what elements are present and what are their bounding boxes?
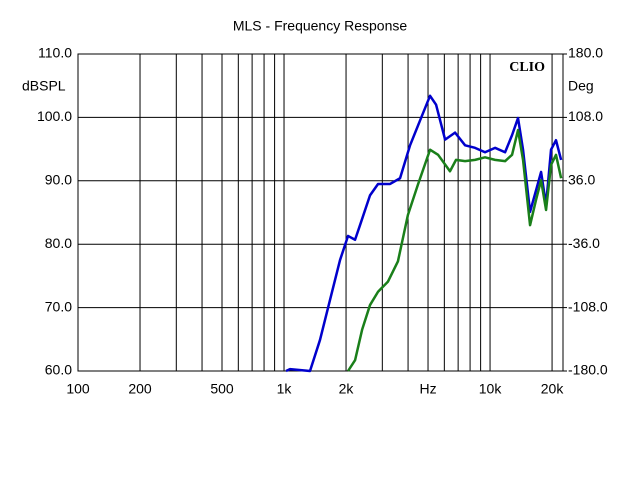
series-line [285, 94, 563, 373]
y-tick-label: 110.0 [38, 45, 72, 61]
y2-tick-label: -108.0 [568, 298, 608, 314]
x-tick-label: 500 [210, 381, 234, 397]
x-tick-label: Hz [419, 381, 436, 397]
y2-tick-label: -180.0 [568, 362, 608, 378]
y2-tick-label: 108.0 [568, 108, 603, 124]
plot-frame [77, 53, 564, 372]
x-tick-label: 100 [66, 381, 90, 397]
y2-tick-label: 180.0 [568, 45, 603, 61]
y2-tick-label: -36.0 [568, 235, 600, 251]
series-line [346, 128, 563, 372]
x-tick-label: 10k [479, 381, 503, 397]
y-axis-label: dBSPL [22, 78, 66, 94]
x-tick-label: 2k [339, 381, 355, 397]
y-tick-label: 70.0 [45, 298, 72, 314]
y-tick-label: 60.0 [45, 362, 72, 378]
y-tick-label: 90.0 [45, 172, 72, 188]
x-tick-label: 1k [277, 381, 293, 397]
y2-axis-label: Deg [568, 78, 594, 94]
x-tick-label: 20k [541, 381, 565, 397]
chart-title: MLS - Frequency Response [233, 18, 408, 34]
annotation: CLIO [509, 60, 545, 75]
y2-tick-label: 36.0 [568, 172, 595, 188]
y-tick-label: 100.0 [37, 108, 72, 124]
y-tick-label: 80.0 [45, 235, 72, 251]
x-tick-label: 200 [128, 381, 152, 397]
